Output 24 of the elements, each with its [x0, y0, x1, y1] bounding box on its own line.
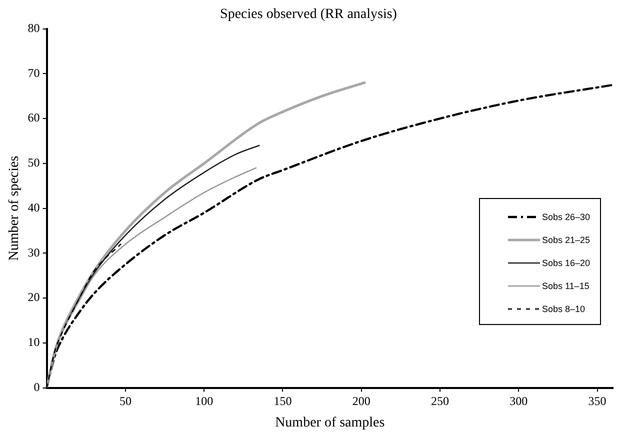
y-tick-label: 0 — [34, 380, 40, 394]
x-tick-label: 50 — [119, 394, 132, 408]
x-tick-label: 350 — [588, 394, 606, 408]
y-tick-label: 80 — [28, 20, 40, 35]
legend-label: Sobs 16–20 — [542, 258, 590, 268]
x-tick-label: 150 — [274, 394, 292, 408]
legend-label: Sobs 11–15 — [542, 280, 590, 290]
y-axis-title: Number of species — [7, 156, 22, 261]
x-tick-label: 300 — [510, 394, 528, 408]
legend-label: Sobs 21–25 — [542, 234, 590, 244]
x-tick-label: 100 — [195, 394, 214, 408]
y-tick-label: 60 — [28, 110, 40, 125]
y-tick-label: 40 — [28, 200, 40, 214]
y-tick-label: 70 — [28, 66, 40, 80]
y-tick-label: 50 — [28, 156, 40, 170]
x-axis-title: Number of samples — [275, 415, 385, 430]
y-tick-label: 30 — [28, 245, 40, 260]
legend-label: Sobs 8–10 — [542, 304, 585, 314]
y-tick-label: 20 — [28, 290, 40, 304]
y-tick-label: 10 — [28, 335, 40, 350]
x-tick-label: 250 — [430, 394, 449, 408]
legend-label: Sobs 26–30 — [542, 212, 590, 222]
chart-title: Species observed (RR analysis) — [220, 7, 398, 22]
x-tick-label: 200 — [352, 394, 370, 408]
